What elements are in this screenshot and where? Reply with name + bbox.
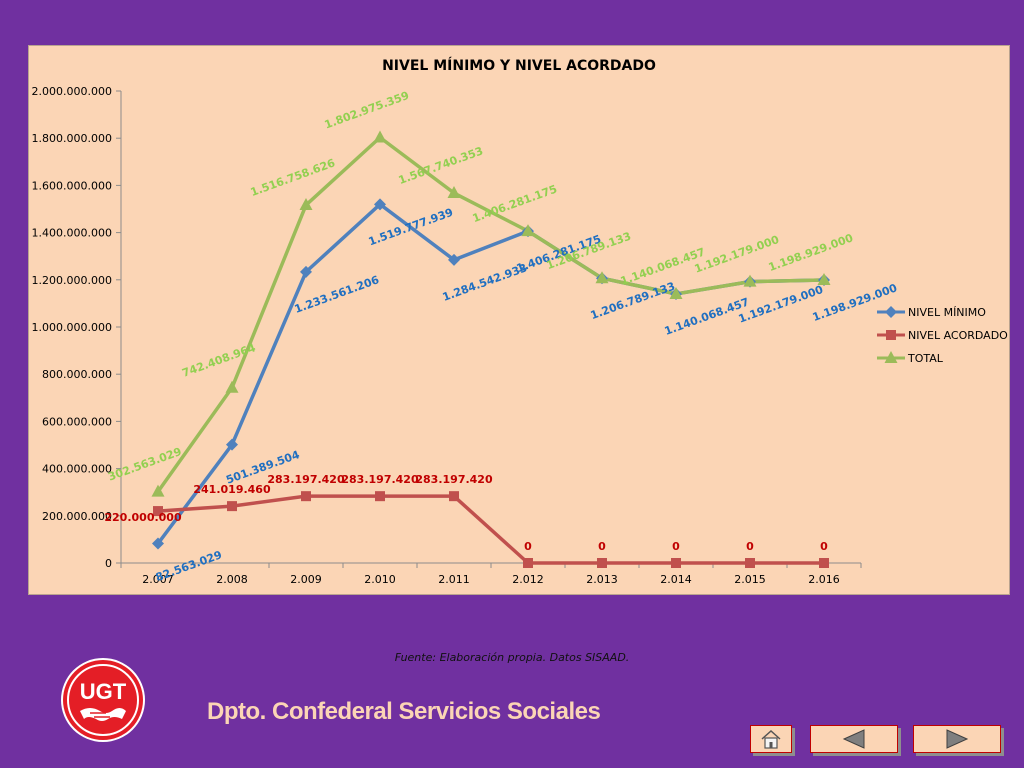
x-tick-label: 2.007 [142, 573, 174, 586]
y-tick-label: 800.000.000 [42, 368, 112, 381]
legend-marker [884, 351, 898, 363]
series-1-point [375, 491, 385, 502]
y-tick-label: 0 [105, 557, 112, 570]
series-1-data-label: 0 [672, 540, 680, 553]
source-note: Fuente: Elaboración propia. Datos SISAAD… [394, 651, 630, 664]
series-0-point [300, 265, 312, 278]
y-tick-label: 1.200.000.000 [32, 274, 112, 287]
line-chart: NIVEL MÍNIMO Y NIVEL ACORDADO 0 200.000.0… [32, 57, 1009, 586]
series-1-point [449, 491, 459, 502]
series-2-data-label: 1.567.740.353 [397, 144, 485, 187]
x-tick-label: 2.009 [290, 573, 322, 586]
series-1-data-label: 283.197.420 [415, 473, 493, 486]
series-2-data-label: 1.406.281.175 [471, 182, 559, 225]
y-tick-label: 200.000.000 [42, 510, 112, 523]
series-1-data-label: 220.000.000 [104, 511, 182, 524]
series-1-point [597, 558, 607, 568]
y-tick-label: 2.000.000.000 [32, 85, 112, 98]
series-0-data-label: 82.563.029 [154, 548, 224, 584]
svg-text:UGT: UGT [80, 679, 127, 704]
series-1-point [523, 558, 533, 568]
department-title: Dpto. Confederal Servicios Sociales [207, 698, 601, 725]
legend-label: NIVEL MÍNIMO [908, 306, 986, 319]
x-tick-label: 2.010 [364, 573, 396, 586]
x-tick-label: 2.015 [734, 573, 766, 586]
series-1-data-label: 283.197.420 [341, 473, 419, 486]
triangle-right-icon [946, 729, 969, 749]
chart-panel: NIVEL MÍNIMO Y NIVEL ACORDADO 0 200.000.0… [28, 45, 1010, 595]
series-1-point [153, 506, 163, 517]
legend-marker [885, 306, 897, 318]
x-tick-label: 2.011 [438, 573, 470, 586]
series-2-point [521, 224, 535, 237]
series-0-point [448, 253, 460, 266]
series-2-data-label: 742.408.964 [180, 341, 257, 380]
legend-label: NIVEL ACORDADO [908, 329, 1008, 342]
series-1-data-label: 0 [820, 540, 828, 553]
series-1-point [819, 558, 829, 568]
series-0-point [152, 537, 164, 550]
series-1-point [301, 491, 311, 502]
series-0-point [374, 198, 386, 211]
legend-marker [886, 330, 896, 340]
previous-button[interactable] [810, 725, 898, 753]
y-tick-label: 400.000.000 [42, 463, 112, 476]
triangle-left-icon [842, 729, 865, 749]
series-1-point [745, 558, 755, 568]
x-tick-label: 2.013 [586, 573, 618, 586]
next-button[interactable] [913, 725, 1001, 753]
series-2-data-label: 1.198.929.000 [767, 231, 855, 274]
series-0-data-label: 1.198.929.000 [811, 281, 899, 324]
home-icon [761, 729, 781, 749]
series-2-data-label: 302.563.029 [106, 445, 183, 484]
series-line-1 [157, 494, 824, 565]
series-0-data-label: 1.233.561.206 [293, 273, 381, 316]
y-tick-label: 1.400.000.000 [32, 227, 112, 240]
x-tick-label: 2.012 [512, 573, 544, 586]
chart-title: NIVEL MÍNIMO Y NIVEL ACORDADO [382, 57, 656, 74]
series-line-2 [156, 135, 825, 493]
y-tick-label: 600.000.000 [42, 415, 112, 428]
series-0-point [226, 438, 238, 451]
series-2-point [817, 273, 831, 286]
series-2-point [225, 380, 239, 393]
series-2-point [743, 274, 757, 287]
series-1-point [671, 558, 681, 568]
series-1-data-label: 0 [524, 540, 532, 553]
y-tick-label: 1.800.000.000 [32, 132, 112, 145]
x-tick-label: 2.008 [216, 573, 248, 586]
series-2-data-label: 1.802.975.359 [323, 89, 411, 132]
y-tick-label: 1.600.000.000 [32, 179, 112, 192]
series-1-data-label: 241.019.460 [193, 483, 271, 496]
series-1-data-label: 0 [598, 540, 606, 553]
series-2-point [299, 198, 313, 211]
legend-label: TOTAL [907, 352, 944, 365]
series-2-point [151, 484, 165, 497]
y-tick-label: 1.000.000.000 [32, 321, 112, 334]
series-2-data-label: 1.516.758.626 [249, 156, 337, 199]
ugt-logo: UGT [60, 657, 146, 743]
series-1-data-label: 0 [746, 540, 754, 553]
series-2-point [669, 286, 683, 299]
home-button[interactable] [750, 725, 792, 753]
series-0-data-label: 1.519.777.939 [367, 206, 455, 249]
series-1-point [227, 501, 237, 512]
series-2-point [447, 186, 461, 199]
series-2-point [373, 130, 387, 143]
x-tick-label: 2.014 [660, 573, 692, 586]
series-1-data-label: 283.197.420 [267, 473, 345, 486]
x-tick-label: 2.016 [808, 573, 840, 586]
series-2-point [595, 271, 609, 284]
series-2-data-label: 1.192.179.000 [693, 233, 781, 276]
series-0-data-label: 1.192.179.000 [737, 283, 825, 326]
